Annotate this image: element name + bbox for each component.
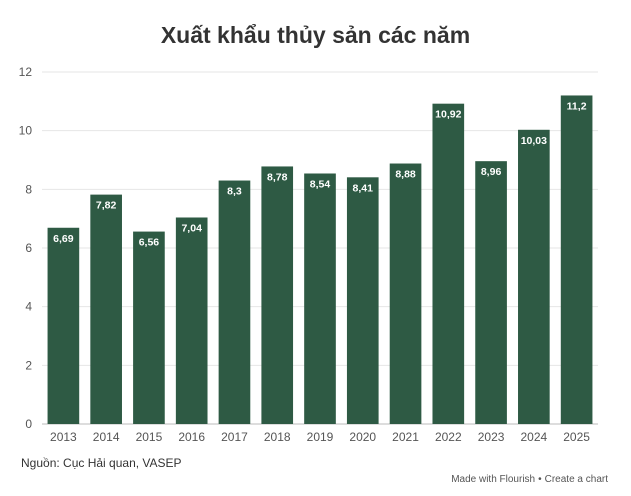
bar-2021[interactable] <box>389 163 422 424</box>
create-chart-link[interactable]: Create a chart <box>544 474 608 485</box>
value-label-2021: 8,88 <box>395 169 416 181</box>
x-tick-label-2023: 2023 <box>478 430 505 444</box>
value-label-2014: 7,82 <box>96 200 117 212</box>
x-tick-label-2018: 2018 <box>264 430 291 444</box>
x-tick-label-2024: 2024 <box>520 430 547 444</box>
bar-2015[interactable] <box>133 231 165 424</box>
bar-2020[interactable] <box>346 177 379 424</box>
value-label-2013: 6,69 <box>53 233 74 245</box>
credit-separator: • <box>538 474 542 485</box>
x-tick-label-2017: 2017 <box>221 430 248 444</box>
y-tick-label-1: 2 <box>25 358 32 372</box>
bar-2017[interactable] <box>218 180 251 424</box>
x-tick-label-2022: 2022 <box>435 430 462 444</box>
x-tick-label-2016: 2016 <box>178 430 205 444</box>
y-tick-label-3: 6 <box>25 241 32 255</box>
value-label-2019: 8,54 <box>310 178 331 190</box>
y-axis-ticks: 0 2 4 6 8 10 12 <box>19 65 33 431</box>
value-label-2015: 6,56 <box>139 237 160 249</box>
value-label-2020: 8,41 <box>353 182 374 194</box>
bar-2025[interactable] <box>560 95 593 424</box>
bar-2019[interactable] <box>304 173 336 424</box>
value-label-2023: 8,96 <box>481 166 502 178</box>
value-label-2018: 8,78 <box>267 171 288 183</box>
x-tick-label-2014: 2014 <box>93 430 120 444</box>
value-label-2022: 10,92 <box>435 109 461 121</box>
data-labels: 6,69 7,82 6,56 7,04 8,3 8,78 8,54 8,41 8,88 10,92… <box>53 100 587 248</box>
bar-2024[interactable] <box>518 129 550 424</box>
value-label-2024: 10,03 <box>521 135 547 147</box>
y-tick-label-5: 10 <box>19 124 33 138</box>
y-tick-label-2: 4 <box>25 300 32 314</box>
flourish-credit[interactable]: Made with Flourish • Create a chart <box>451 474 608 485</box>
bar-2022[interactable] <box>432 103 465 425</box>
chart-title: Xuất khẩu thủy sản các năm <box>160 22 471 48</box>
source-note: Nguồn: Cục Hải quan, VASEP <box>21 456 182 470</box>
x-tick-label-2013: 2013 <box>50 430 77 444</box>
value-label-2016: 7,04 <box>181 222 202 234</box>
value-label-2017: 8,3 <box>227 186 242 198</box>
x-tick-label-2025: 2025 <box>563 430 590 444</box>
bar-2016[interactable] <box>175 217 208 424</box>
bar-2018[interactable] <box>261 166 294 424</box>
made-with-flourish-link[interactable]: Made with Flourish <box>451 474 536 485</box>
x-axis-ticks: 2013 2014 2015 2016 2017 2018 2019 2020 2021 2022… <box>50 430 590 444</box>
x-tick-label-2021: 2021 <box>392 430 419 444</box>
y-tick-label-4: 8 <box>25 182 32 196</box>
y-tick-label-0: 0 <box>25 417 32 431</box>
bar-chart: 0 2 4 6 8 10 12 6,69 7,82 6,56 7,04 8,3 8,78 8,54 8,4… <box>19 65 598 444</box>
bar-2013[interactable] <box>47 227 80 424</box>
value-label-2025: 11,2 <box>567 100 587 112</box>
x-tick-label-2020: 2020 <box>349 430 376 444</box>
bar-2014[interactable] <box>90 194 122 424</box>
x-tick-label-2015: 2015 <box>136 430 163 444</box>
bar-2023[interactable] <box>475 161 507 424</box>
x-tick-label-2019: 2019 <box>307 430 334 444</box>
bars <box>47 95 593 425</box>
y-tick-label-6: 12 <box>19 65 33 79</box>
